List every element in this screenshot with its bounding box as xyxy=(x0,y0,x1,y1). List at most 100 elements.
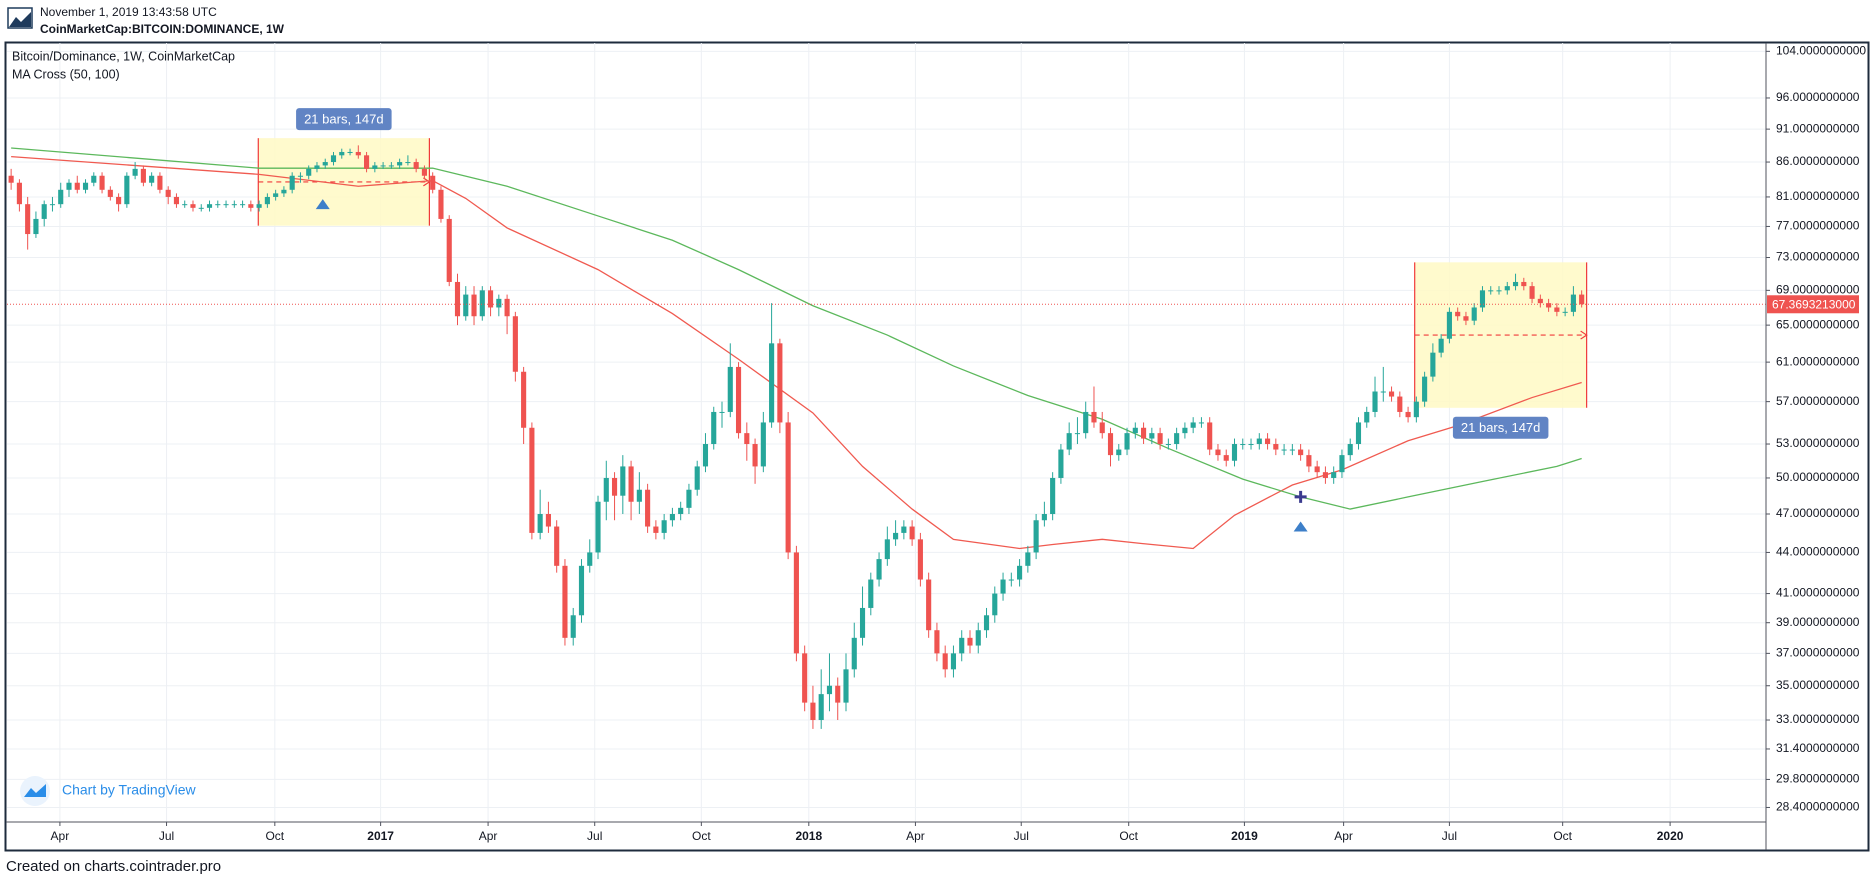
indicator-name: MA Cross (50, 100) xyxy=(12,67,120,81)
range-arrow xyxy=(423,177,431,187)
candle-body xyxy=(430,175,436,190)
watermark[interactable]: Chart by TradingView xyxy=(20,776,196,806)
candle-body xyxy=(413,162,419,169)
candle-body xyxy=(1165,444,1171,446)
candle-body xyxy=(1496,290,1502,292)
candle-body xyxy=(264,196,270,205)
candle-body xyxy=(1339,455,1345,473)
candle-body xyxy=(678,507,684,515)
symbol: CoinMarketCap:BITCOIN:DOMINANCE, 1W xyxy=(40,22,285,36)
y-tick-label: 96.0000000000 xyxy=(1776,90,1860,104)
candle-body xyxy=(1107,433,1114,456)
candle-body xyxy=(479,290,485,317)
candle-body xyxy=(1050,477,1056,515)
candle-body xyxy=(1017,565,1023,580)
candle-body xyxy=(487,290,494,308)
candle-body xyxy=(537,514,543,533)
x-tick-label: Apr xyxy=(1334,829,1353,843)
candle-body xyxy=(165,189,171,197)
candle-body xyxy=(397,162,403,166)
candle-body xyxy=(140,168,146,183)
candle-body xyxy=(554,526,560,566)
candle-body xyxy=(1231,444,1238,461)
candle-body xyxy=(992,593,998,616)
candle-body xyxy=(893,532,899,540)
x-tick-label: Oct xyxy=(1553,829,1572,843)
ranges xyxy=(257,138,1588,408)
candle-body xyxy=(702,444,709,467)
candle-body xyxy=(504,298,510,317)
candle-body xyxy=(917,539,923,580)
watermark-text[interactable]: Chart by TradingView xyxy=(62,782,196,798)
candle-body xyxy=(727,366,733,412)
candle-body xyxy=(1281,449,1287,451)
candle-body xyxy=(1033,520,1039,553)
candle-body xyxy=(562,565,568,638)
y-tick-label: 69.0000000000 xyxy=(1776,283,1860,297)
candle-body xyxy=(8,175,14,183)
candle-body xyxy=(851,637,857,670)
candle-body xyxy=(1141,427,1147,439)
candle-body xyxy=(339,151,345,156)
candle-body xyxy=(446,218,452,282)
candle-body xyxy=(1174,433,1180,445)
candle-body xyxy=(471,294,477,317)
y-tick-label: 31.4000000000 xyxy=(1776,741,1860,755)
candle-body xyxy=(1256,438,1262,445)
y-tick-label: 33.0000000000 xyxy=(1776,712,1860,726)
signal-marker xyxy=(315,199,330,210)
candle-body xyxy=(1446,311,1452,339)
signal-marker xyxy=(1293,521,1308,532)
candle-body xyxy=(1008,579,1014,581)
candle-body xyxy=(1099,422,1105,434)
candle-body xyxy=(645,489,651,527)
candle-body xyxy=(66,182,72,190)
candle-body xyxy=(198,207,204,209)
y-tick-label: 41.0000000000 xyxy=(1776,586,1860,600)
candle-body xyxy=(306,168,312,176)
cross-marker xyxy=(1294,490,1307,503)
overlays: 21 bars, 147d 21 bars, 147d xyxy=(7,108,1766,532)
logo-mountain xyxy=(9,12,31,27)
candle-body xyxy=(16,182,22,205)
candle-body xyxy=(1298,449,1304,456)
y-tick-label: 53.0000000000 xyxy=(1776,436,1860,450)
candle-body xyxy=(421,168,427,176)
candle-body xyxy=(975,630,981,646)
candle-body xyxy=(620,466,626,496)
candle-body xyxy=(132,168,138,176)
timestamp: November 1, 2019 13:43:58 UTC xyxy=(40,5,217,19)
candle-body xyxy=(74,182,80,190)
candle-body xyxy=(1521,281,1527,287)
candle-body xyxy=(91,175,97,183)
candle-body xyxy=(711,411,717,445)
candle-body xyxy=(58,189,64,205)
range-label-bg xyxy=(1452,416,1549,439)
y-tick-label: 44.0000000000 xyxy=(1776,545,1860,559)
candle-body xyxy=(1463,316,1469,321)
candle-body xyxy=(1546,303,1552,308)
candle-body xyxy=(578,565,585,616)
candle-body xyxy=(1364,411,1370,423)
candle-body xyxy=(355,151,361,156)
candle-body xyxy=(1529,286,1535,299)
x-tick-label: 2017 xyxy=(367,829,394,843)
candle-body xyxy=(173,196,180,205)
candle-body xyxy=(1488,290,1494,292)
y-tick-label: 61.0000000000 xyxy=(1776,354,1860,368)
candle-body xyxy=(777,343,783,423)
candle-body xyxy=(1190,422,1196,428)
candle-body xyxy=(760,422,766,467)
candle-body xyxy=(719,411,725,413)
candle-body xyxy=(463,294,469,317)
candle-body xyxy=(116,196,122,205)
x-tick-label: Apr xyxy=(906,829,925,843)
candle-body xyxy=(950,653,957,670)
candle-body xyxy=(231,204,237,206)
candle-body xyxy=(901,526,907,533)
y-tick-label: 73.0000000000 xyxy=(1776,250,1860,264)
x-tick-label: Oct xyxy=(1119,829,1138,843)
candle-body xyxy=(1223,455,1229,461)
candle-body xyxy=(248,204,254,208)
